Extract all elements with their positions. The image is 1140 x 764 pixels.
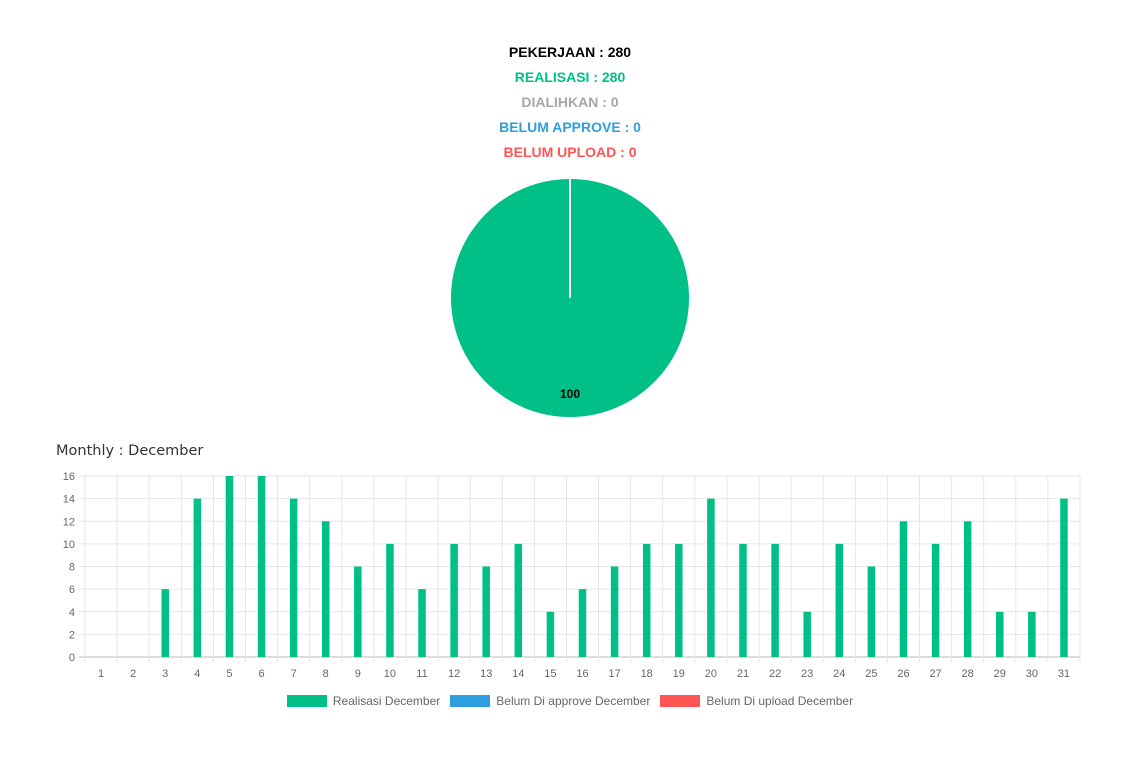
x-tick-label: 12 [448, 668, 460, 680]
y-tick-label: 8 [69, 562, 75, 574]
x-tick-label: 1 [98, 668, 104, 680]
x-tick-label: 2 [130, 668, 136, 680]
x-tick-label: 10 [384, 668, 396, 680]
dialihkan-count: DIALIHKAN : 0 [521, 94, 619, 110]
x-tick-label: 20 [705, 668, 717, 680]
pekerjaan-count: PEKERJAAN : 280 [508, 44, 632, 60]
legend-swatch-realisasi [286, 695, 327, 707]
chart-legend: Realisasi December Belum Di approve Dece… [0, 694, 1140, 708]
bar[interactable] [578, 589, 587, 657]
x-tick-label: 31 [1058, 668, 1070, 680]
monthly-title: Monthly : December [56, 443, 204, 459]
x-tick-label: 25 [865, 668, 877, 680]
x-tick-label: 16 [576, 668, 588, 680]
x-tick-label: 11 [416, 668, 427, 680]
x-tick-label: 9 [355, 668, 361, 680]
legend-item-realisasi[interactable]: Realisasi December [286, 694, 441, 708]
bar[interactable] [161, 589, 169, 657]
x-tick-label: 13 [480, 668, 492, 680]
bar[interactable] [225, 476, 234, 657]
x-tick-label: 22 [769, 668, 781, 680]
x-tick-label: 26 [897, 668, 909, 680]
pie-data-label: 100 [560, 387, 580, 401]
x-tick-label: 5 [226, 668, 232, 680]
x-tick-label: 4 [194, 668, 200, 680]
x-tick-label: 8 [323, 668, 329, 680]
legend-swatch-belum-upload [660, 695, 701, 707]
x-tick-label: 17 [608, 668, 620, 680]
bar[interactable] [257, 476, 266, 657]
legend-item-belum-upload[interactable]: Belum Di upload December [660, 694, 853, 708]
summary-stats: PEKERJAAN : 280 REALISASI : 280 DIALIHKA… [0, 42, 1140, 167]
x-tick-label: 15 [544, 668, 556, 680]
bar[interactable] [321, 521, 330, 657]
x-tick-label: 19 [673, 668, 685, 680]
x-tick-label: 29 [994, 668, 1006, 680]
x-tick-label: 14 [512, 668, 524, 680]
bar[interactable] [739, 543, 747, 657]
bar[interactable] [996, 611, 1004, 657]
x-tick-label: 7 [291, 668, 297, 680]
x-tick-label: 21 [737, 668, 749, 680]
pie-chart: 100 [451, 179, 689, 417]
bar[interactable] [482, 566, 490, 658]
y-tick-label: 16 [63, 471, 75, 483]
legend-swatch-belum-approve [450, 695, 491, 707]
bar[interactable] [289, 498, 298, 657]
x-tick-label: 30 [1026, 668, 1038, 680]
bar[interactable] [899, 521, 908, 657]
legend-label-realisasi: Realisasi December [332, 694, 441, 708]
belum-upload-count: BELUM UPLOAD : 0 [503, 144, 637, 160]
bar[interactable] [193, 498, 202, 657]
bar[interactable] [1028, 611, 1036, 657]
y-tick-label: 0 [69, 652, 75, 664]
x-tick-label: 3 [162, 668, 168, 680]
bar[interactable] [803, 611, 811, 657]
x-tick-label: 24 [833, 668, 845, 680]
bar[interactable] [546, 611, 555, 657]
legend-label-belum-approve: Belum Di approve December [496, 694, 651, 708]
x-tick-label: 27 [929, 668, 941, 680]
x-tick-label: 23 [801, 668, 813, 680]
bar[interactable] [450, 543, 458, 657]
bar[interactable] [963, 521, 972, 657]
y-tick-label: 12 [63, 516, 75, 528]
x-tick-label: 28 [962, 668, 974, 680]
belum-approve-count: BELUM APPROVE : 0 [499, 119, 641, 135]
y-tick-label: 14 [63, 494, 75, 506]
bar[interactable] [675, 543, 683, 657]
bar[interactable] [642, 543, 651, 657]
y-tick-label: 10 [63, 539, 75, 551]
legend-label-belum-upload: Belum Di upload December [706, 694, 854, 708]
y-tick-label: 4 [69, 607, 75, 619]
legend-item-belum-approve[interactable]: Belum Di approve December [450, 694, 650, 708]
bar[interactable] [610, 566, 619, 658]
bar[interactable] [771, 543, 779, 657]
y-tick-label: 2 [69, 629, 75, 641]
bar[interactable] [386, 543, 394, 657]
x-tick-label: 6 [258, 668, 264, 680]
bar[interactable] [354, 566, 362, 658]
bar[interactable] [707, 498, 715, 657]
bar[interactable] [867, 566, 876, 658]
bar[interactable] [931, 543, 940, 657]
y-tick-label: 6 [69, 584, 75, 596]
bar[interactable] [1060, 498, 1068, 657]
realisasi-count: REALISASI : 280 [514, 69, 626, 85]
bar[interactable] [835, 543, 844, 657]
bar[interactable] [418, 589, 426, 657]
x-tick-label: 18 [641, 668, 653, 680]
bar[interactable] [514, 543, 523, 657]
